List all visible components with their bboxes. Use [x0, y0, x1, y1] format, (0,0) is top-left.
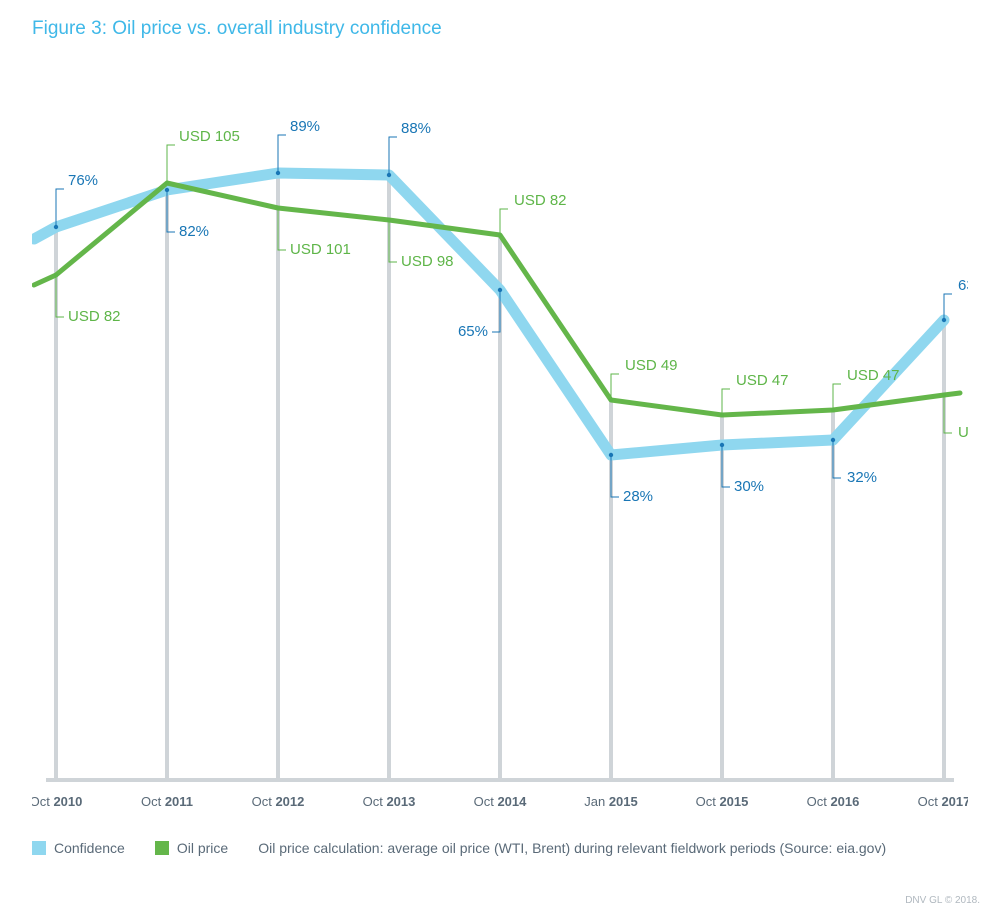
x-axis-label: Oct 2016 [807, 794, 860, 809]
confidence-value-label: 65% [458, 323, 488, 340]
confidence-value-label: 89% [290, 118, 320, 135]
oil-value-label: USD 98 [401, 253, 454, 270]
x-axis-label: Oct 2014 [474, 794, 528, 809]
oil-value-label: USD 101 [290, 241, 351, 258]
oil-value-label: USD 47 [847, 367, 900, 384]
oil-value-label: USD 55 [958, 424, 968, 441]
oil-value-label: USD 49 [625, 357, 678, 374]
legend-label-confidence: Confidence [54, 840, 125, 856]
x-axis-label: Oct 2012 [252, 794, 305, 809]
confidence-value-label: 82% [179, 223, 209, 240]
x-axis-label: Oct 2013 [363, 794, 416, 809]
chart-title: Figure 3: Oil price vs. overall industry… [32, 18, 442, 40]
chart-area: 76% USD 82 82% USD 105 89% USD 101 88% USD 98 65… [32, 60, 968, 830]
confidence-value-label: 76% [68, 172, 98, 189]
confidence-value-label: 63% [958, 277, 968, 294]
legend-swatch-confidence [32, 841, 46, 855]
chart-svg: 76% USD 82 82% USD 105 89% USD 101 88% USD 98 65… [32, 60, 968, 830]
legend-item-oil: Oil price [155, 840, 228, 856]
legend: Confidence Oil price Oil price calculati… [32, 840, 968, 856]
confidence-value-label: 32% [847, 469, 877, 486]
x-axis-label: Oct 2017 [918, 794, 968, 809]
x-axis-label: Oct 2011 [141, 794, 193, 809]
confidence-value-label: 28% [623, 488, 653, 505]
oil-value-label: USD 47 [736, 372, 789, 389]
oil-value-label: USD 82 [68, 308, 121, 325]
x-axis-label: Oct 2015 [696, 794, 749, 809]
legend-item-confidence: Confidence [32, 840, 125, 856]
copyright: DNV GL © 2018. [905, 895, 980, 906]
legend-label-oil: Oil price [177, 840, 228, 856]
legend-swatch-oil [155, 841, 169, 855]
x-axis-label: Oct 2010 [32, 794, 82, 809]
confidence-value-label: 30% [734, 478, 764, 495]
oil-value-label: USD 82 [514, 192, 567, 209]
confidence-value-label: 88% [401, 120, 431, 137]
oil-value-label: USD 105 [179, 128, 240, 145]
legend-note: Oil price calculation: average oil price… [258, 840, 886, 856]
x-axis-label: Jan 2015 [584, 794, 638, 809]
